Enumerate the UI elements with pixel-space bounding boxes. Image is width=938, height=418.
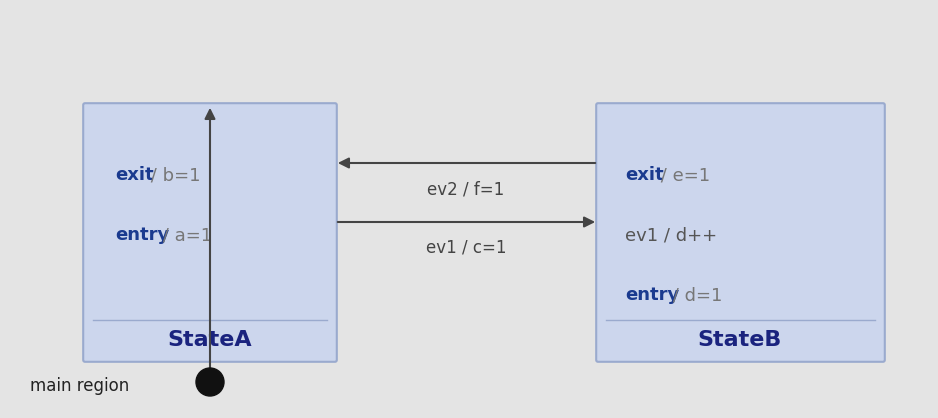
Text: / e=1: / e=1 [655, 166, 710, 184]
Text: / a=1: / a=1 [157, 226, 212, 244]
Text: ev1 / c=1: ev1 / c=1 [426, 239, 507, 257]
Text: / b=1: / b=1 [145, 166, 201, 184]
Text: main region: main region [30, 377, 129, 395]
Text: entry: entry [115, 226, 169, 244]
FancyBboxPatch shape [83, 103, 337, 362]
Ellipse shape [196, 368, 224, 396]
Text: exit: exit [115, 166, 154, 184]
Text: entry: entry [625, 286, 679, 304]
Text: ev2 / f=1: ev2 / f=1 [428, 180, 505, 198]
FancyBboxPatch shape [597, 103, 885, 362]
Text: ev1 / d++: ev1 / d++ [625, 226, 718, 244]
Text: StateB: StateB [698, 330, 782, 350]
Text: exit: exit [625, 166, 663, 184]
Text: StateA: StateA [168, 330, 252, 350]
Text: / d=1: / d=1 [667, 286, 722, 304]
